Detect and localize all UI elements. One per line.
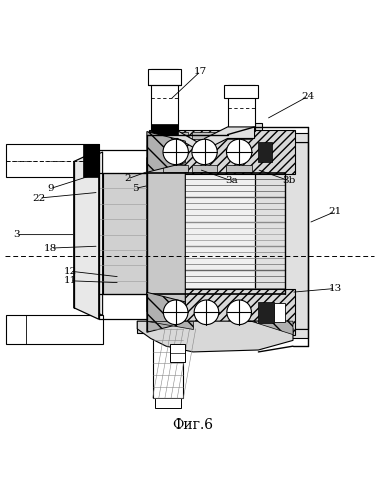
Text: 12: 12 [63,266,76,276]
Polygon shape [147,132,185,172]
Circle shape [227,300,251,324]
Bar [83,144,99,177]
Bar [7,316,103,344]
Bar [254,142,308,329]
Polygon shape [147,292,185,333]
Text: 18: 18 [44,244,57,252]
Text: 3a: 3a [225,176,238,186]
Text: 5: 5 [132,184,139,193]
Circle shape [163,139,188,164]
Circle shape [192,139,217,164]
Bar [274,302,285,322]
Polygon shape [147,173,285,294]
Bar [227,164,252,172]
Text: 21: 21 [329,207,342,216]
Bar [258,302,274,323]
Polygon shape [76,152,103,316]
Bar [192,164,217,172]
Text: 24: 24 [302,92,315,100]
Circle shape [227,139,252,164]
Polygon shape [147,321,193,329]
Polygon shape [254,329,308,348]
Bar [228,84,254,131]
Text: 3b: 3b [283,176,296,186]
Polygon shape [254,123,308,142]
Circle shape [194,300,219,324]
Text: 2: 2 [124,174,131,184]
Polygon shape [151,127,254,154]
Bar [147,69,181,84]
Bar [137,321,199,332]
Bar [152,329,183,398]
Bar [163,132,188,139]
Polygon shape [149,130,295,174]
Bar [224,84,258,98]
Text: 22: 22 [32,194,46,202]
Bar [192,132,217,139]
Polygon shape [149,289,295,336]
Circle shape [163,300,188,324]
Bar [103,173,147,294]
Text: Фиг.6: Фиг.6 [173,418,213,432]
Polygon shape [74,150,99,319]
Bar [151,69,178,134]
Polygon shape [137,321,293,352]
Polygon shape [232,321,293,334]
Text: 3: 3 [13,230,19,239]
Bar [258,142,272,162]
Bar [170,344,185,362]
Bar [163,164,188,172]
Bar [227,132,252,139]
Bar [151,124,178,134]
Text: 9: 9 [47,184,54,193]
Text: 13: 13 [329,284,342,293]
Text: 17: 17 [194,66,207,76]
Polygon shape [147,158,185,312]
Text: 11: 11 [63,276,76,285]
Bar [7,144,99,177]
Bar [154,398,181,407]
